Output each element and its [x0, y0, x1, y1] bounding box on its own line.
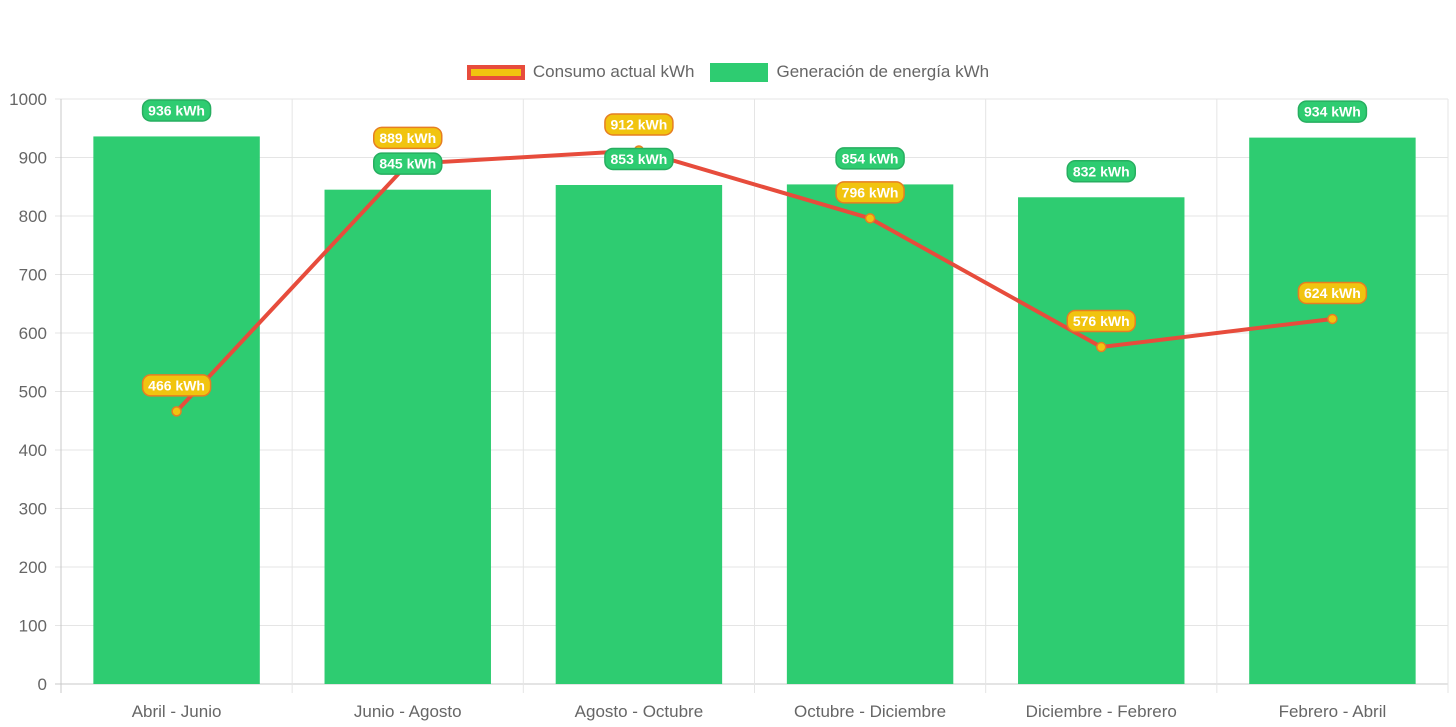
legend-label-consumo: Consumo actual kWh — [532, 62, 695, 81]
y-tick-label: 0 — [38, 675, 47, 694]
x-tick-label: Agosto - Octubre — [575, 702, 704, 721]
line-data-label: 624 kWh — [1304, 285, 1361, 301]
line-data-label-box — [1066, 309, 1136, 333]
line-data-label-box — [835, 181, 905, 204]
y-tick-label: 900 — [19, 149, 47, 168]
point-consumo — [171, 406, 182, 417]
line-data-label: 796 kWh — [842, 184, 899, 200]
bar-data-label-box — [604, 147, 674, 171]
point-consumo — [864, 213, 876, 224]
y-tick-label: 600 — [19, 324, 47, 343]
y-tick-label: 700 — [19, 266, 47, 285]
line-data-label-box — [604, 113, 674, 136]
legend-swatch-consumo — [466, 64, 525, 80]
bar-data-label: 854 kWh — [842, 150, 899, 166]
x-tick-label: Diciembre - Febrero — [1026, 702, 1177, 721]
bar-data-label-box — [141, 99, 212, 122]
legend-label-generacion: Generación de energía kWh — [776, 62, 990, 81]
y-tick-label: 800 — [19, 207, 47, 226]
bar-data-label: 845 kWh — [379, 156, 436, 172]
line-data-label: 889 kWh — [379, 130, 436, 146]
legend-swatch-generacion — [710, 62, 769, 82]
legend-item-generacion[interactable]: Generación de energía kWh — [710, 62, 989, 82]
bar-generacion — [1018, 197, 1185, 684]
bar-data-label: 936 kWh — [148, 102, 205, 118]
y-tick-label: 500 — [19, 383, 47, 402]
bar-data-label: 934 kWh — [1304, 104, 1361, 120]
line-data-label-box — [1297, 281, 1368, 305]
bar-generacion — [786, 184, 954, 684]
line-data-label-box — [141, 374, 212, 397]
legend: Consumo actual kWh Generación de energía… — [0, 62, 1456, 82]
bar-data-label: 832 kWh — [1073, 163, 1130, 179]
line-data-label-box — [373, 126, 443, 150]
line-consumo — [175, 148, 1333, 413]
x-tick-label: Octubre - Diciembre — [794, 702, 946, 721]
line-data-label: 576 kWh — [1073, 313, 1130, 329]
bar-data-label: 853 kWh — [611, 151, 668, 167]
line-data-label: 912 kWh — [611, 116, 668, 132]
bar-data-label-box — [1297, 100, 1368, 123]
y-tick-label: 400 — [19, 441, 47, 460]
point-consumo — [1327, 313, 1338, 325]
point-consumo — [1096, 341, 1107, 353]
y-tick-label: 300 — [19, 500, 47, 519]
bar-generacion — [324, 189, 491, 685]
x-tick-label: Febrero - Abril — [1279, 702, 1387, 721]
bar-data-label-box — [835, 147, 905, 170]
bar-data-label-box — [1066, 160, 1136, 183]
bar-generacion — [555, 184, 723, 684]
x-tick-label: Junio - Agosto — [354, 702, 462, 721]
legend-item-consumo[interactable]: Consumo actual kWh — [466, 62, 695, 82]
bar-data-label-box — [373, 152, 443, 175]
bar-generacion — [1249, 137, 1416, 685]
line-data-label: 466 kWh — [148, 377, 205, 393]
x-tick-label: Abril - Junio — [132, 702, 222, 721]
y-tick-label: 200 — [19, 558, 47, 577]
y-tick-label: 100 — [19, 617, 47, 636]
y-tick-label: 1000 — [9, 90, 47, 109]
